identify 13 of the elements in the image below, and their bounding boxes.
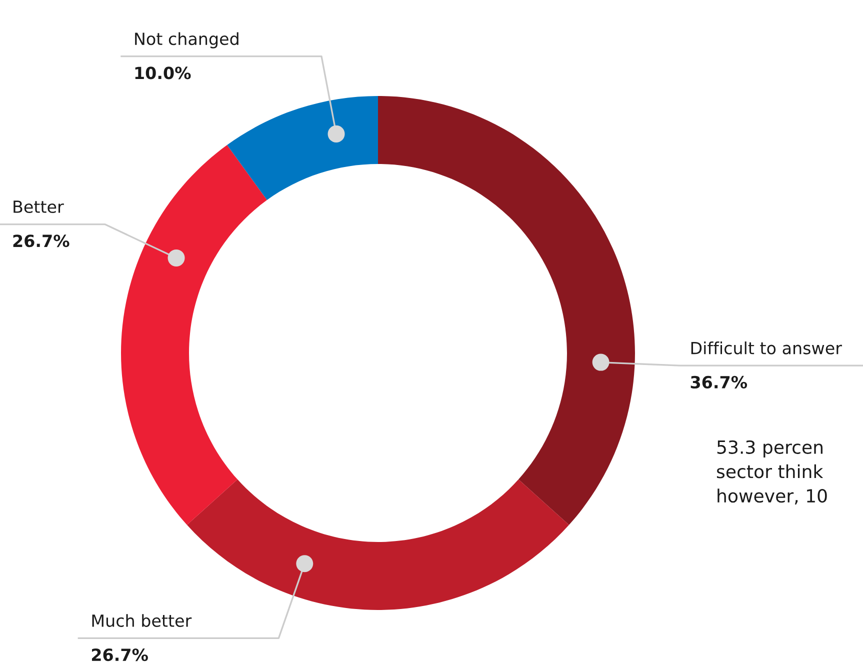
slice-label: Difficult to answer — [691, 341, 842, 354]
data-label: 10.0% — [135, 66, 191, 80]
data-label: 26.7% — [92, 648, 148, 662]
donut-slice — [378, 96, 635, 525]
slice-label: Much better — [92, 614, 192, 627]
slice-label: Not changed — [135, 32, 238, 48]
data-label: 36.7% — [690, 376, 748, 389]
data-label: 26.7% — [13, 234, 70, 248]
slice-label: Better — [14, 200, 64, 214]
donut-slice — [121, 144, 268, 525]
donut-slice — [227, 96, 378, 200]
donut-slice — [186, 479, 570, 610]
text: 53.3 percen sector think however, 10 — [716, 440, 827, 504]
